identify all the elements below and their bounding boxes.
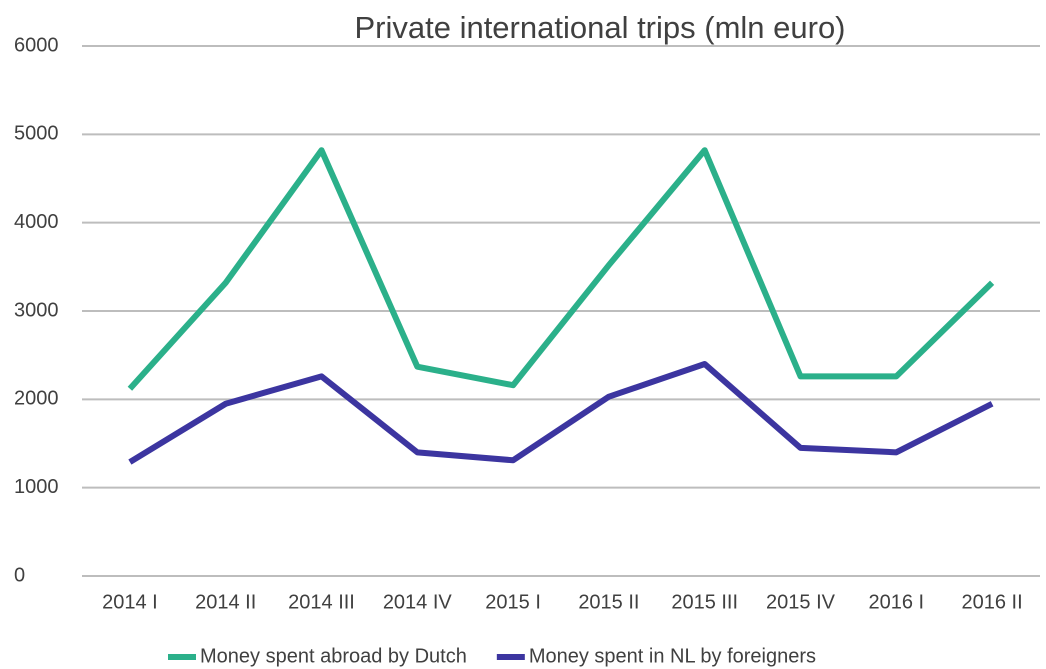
series-line bbox=[127, 147, 995, 391]
x-tick-label: 2015 IV bbox=[766, 591, 836, 613]
x-tick-label: 2014 I bbox=[102, 591, 158, 613]
y-tick-label: 0 bbox=[14, 564, 25, 586]
y-tick-label: 5000 bbox=[14, 123, 59, 145]
y-tick-label: 4000 bbox=[14, 211, 59, 233]
x-tick-label: 2015 I bbox=[485, 591, 541, 613]
x-tick-label: 2014 IV bbox=[383, 591, 453, 613]
x-tick-label: 2016 I bbox=[868, 591, 924, 613]
y-tick-label: 3000 bbox=[14, 299, 59, 321]
x-tick-label: 2015 III bbox=[671, 591, 738, 613]
x-tick-label: 2015 II bbox=[578, 591, 639, 613]
legend-label: Money spent abroad by Dutch bbox=[200, 645, 467, 667]
y-tick-label: 1000 bbox=[14, 476, 59, 498]
x-tick-label: 2014 II bbox=[195, 591, 256, 613]
x-tick-label: 2016 II bbox=[962, 591, 1023, 613]
y-tick-label: 6000 bbox=[14, 34, 59, 56]
legend-label: Money spent in NL by foreigners bbox=[529, 645, 816, 667]
y-tick-label: 2000 bbox=[14, 388, 59, 410]
series-line bbox=[128, 361, 994, 465]
x-tick-label: 2014 III bbox=[288, 591, 355, 613]
chart-title: Private international trips (mln euro) bbox=[354, 10, 845, 45]
